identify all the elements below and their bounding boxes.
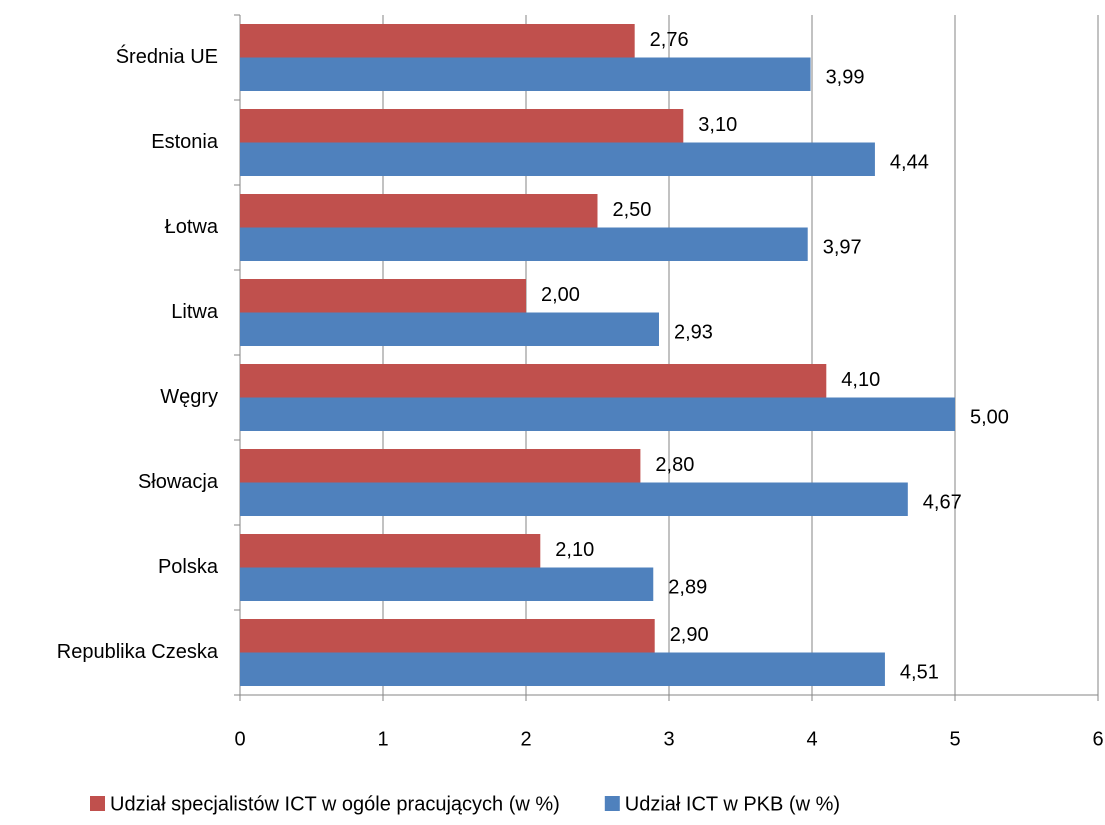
y-tick-label: Republika Czeska (57, 641, 219, 663)
bar (240, 109, 684, 143)
data-label: 4,51 (900, 662, 939, 684)
data-label: 2,90 (670, 624, 709, 646)
y-tick-label: Estonia (151, 131, 219, 153)
x-tick-label: 3 (663, 728, 674, 750)
bar (240, 24, 635, 58)
bar (240, 482, 908, 516)
x-tick-label: 0 (234, 728, 245, 750)
data-label: 2,93 (674, 322, 713, 344)
x-tick-label: 4 (806, 728, 817, 750)
y-tick-label: Węgry (160, 386, 218, 408)
bar (240, 227, 808, 261)
data-label: 2,76 (650, 29, 689, 51)
bar (240, 449, 641, 483)
legend-swatch (604, 796, 620, 811)
bar (240, 652, 885, 686)
data-label: 4,67 (923, 492, 962, 514)
data-label: 3,97 (823, 237, 862, 259)
y-tick-label: Średnia UE (116, 44, 218, 68)
data-label: 2,89 (668, 577, 707, 599)
data-label: 2,10 (555, 539, 594, 561)
data-label: 2,00 (541, 284, 580, 306)
bar (240, 619, 655, 653)
data-label: 3,10 (698, 114, 737, 136)
data-label: 2,80 (655, 454, 694, 476)
y-tick-label: Słowacja (138, 471, 219, 493)
bar (240, 567, 654, 601)
bar (240, 279, 526, 313)
bar (240, 364, 827, 398)
bar (240, 397, 955, 431)
x-tick-label: 5 (949, 728, 960, 750)
bar (240, 142, 875, 176)
bar (240, 312, 659, 346)
x-tick-label: 2 (520, 728, 531, 750)
legend-label: Udział ICT w PKB (w %) (625, 793, 840, 815)
legend-label: Udział specjalistów ICT w ogóle pracując… (110, 793, 560, 815)
bar (240, 534, 541, 568)
data-label: 4,44 (890, 152, 929, 174)
y-tick-label: Polska (158, 556, 219, 578)
bar (240, 194, 598, 228)
x-tick-label: 1 (377, 728, 388, 750)
y-tick-label: Litwa (171, 301, 219, 323)
bar (240, 57, 811, 91)
data-label: 3,99 (826, 67, 865, 89)
x-tick-label: 6 (1092, 728, 1103, 750)
data-label: 2,50 (613, 199, 652, 221)
legend-swatch (90, 796, 105, 811)
y-tick-label: Łotwa (165, 216, 219, 238)
data-label: 4,10 (841, 369, 880, 391)
data-label: 5,00 (970, 407, 1009, 429)
